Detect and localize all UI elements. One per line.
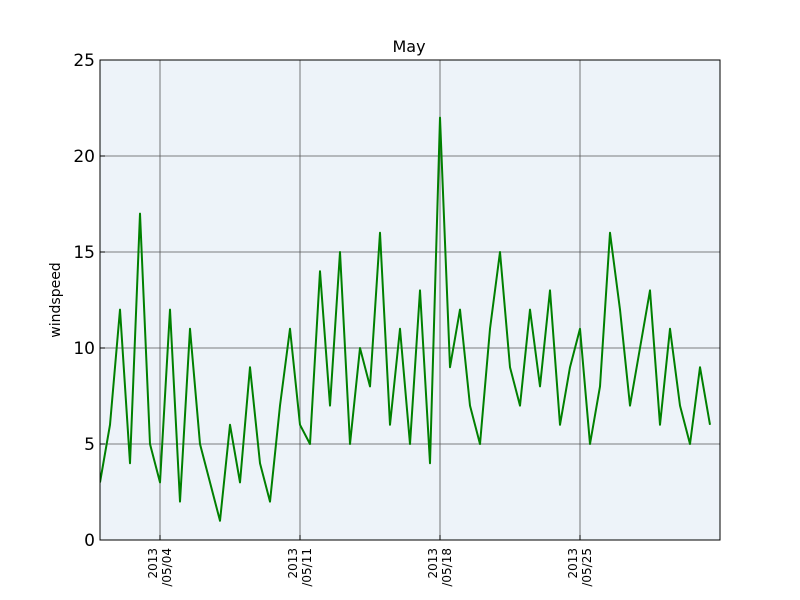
x-tick-label: 2013/05/25 (566, 548, 594, 587)
x-tick-label: 2013/05/11 (286, 548, 314, 587)
y-tick-label: 0 (84, 531, 95, 551)
y-tick-label: 10 (73, 339, 95, 359)
y-tick-label: 15 (73, 243, 95, 263)
x-tick-label: 2013/05/18 (426, 548, 454, 587)
plot-frame (99, 59, 721, 541)
series-line (100, 116, 711, 522)
chart-title: May (392, 37, 425, 56)
y-tick-label: 5 (84, 435, 95, 455)
y-tick-label: 20 (73, 147, 95, 167)
x-tick-label: 2013/05/04 (146, 548, 174, 587)
plot-area: 0 5 10 15 20 25 2013/05/04 2013/05/11 2013/05/18… (73, 51, 721, 587)
plot-background (100, 60, 720, 540)
y-axis-label: windspeed (48, 262, 64, 337)
y-tick-label: 25 (73, 51, 95, 71)
